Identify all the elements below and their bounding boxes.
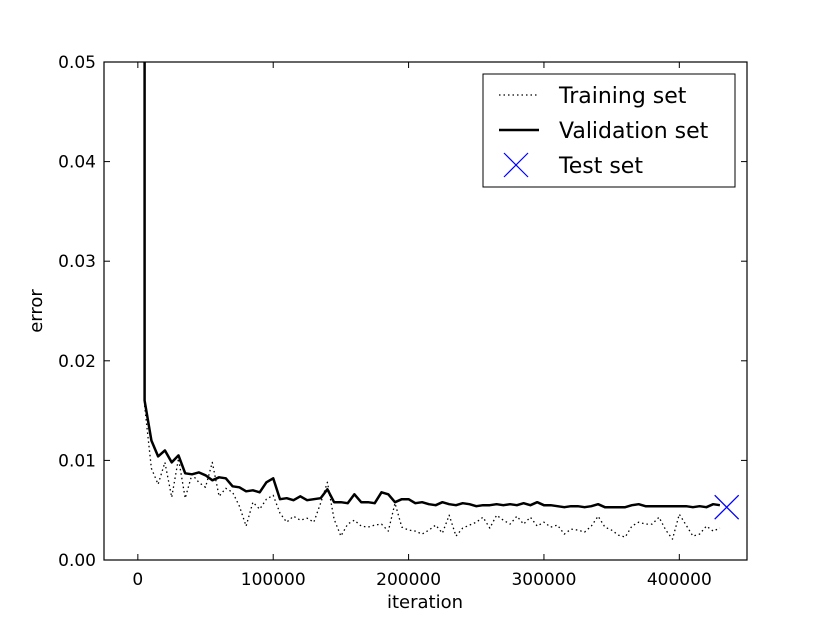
x-tick-label: 300000 [511,570,576,590]
y-tick-label: 0.01 [58,451,96,471]
legend-validation-label: Validation set [559,119,709,144]
y-axis-label: error [26,289,47,333]
legend-training-label: Training set [558,84,687,109]
x-tick-label: 100000 [241,570,306,590]
series-layer [143,62,740,540]
plot-area-frame [103,61,748,561]
axis-ticks: 0 100000 200000 300000 400000 0.00 0.01 0.02 0.0… [58,53,747,590]
validation-set-line [143,62,721,509]
test-set-marker [714,494,740,520]
legend: Training set Validation set Test set [482,73,736,188]
test-marker-stroke [714,494,740,520]
x-tick-label: 400000 [647,570,712,590]
legend-test-label: Test set [558,154,643,179]
legend-test-marker [503,152,529,178]
training-set-line [143,405,721,540]
y-tick-label: 0.02 [58,352,96,372]
x-tick-label: 0 [132,570,143,590]
y-tick-label: 0.05 [58,53,96,73]
y-tick-label: 0.00 [58,551,96,571]
y-tick-label: 0.03 [58,252,96,272]
x-tick-label: 200000 [376,570,441,590]
y-tick-label: 0.04 [58,153,96,173]
x-axis-label: iteration [387,592,463,613]
